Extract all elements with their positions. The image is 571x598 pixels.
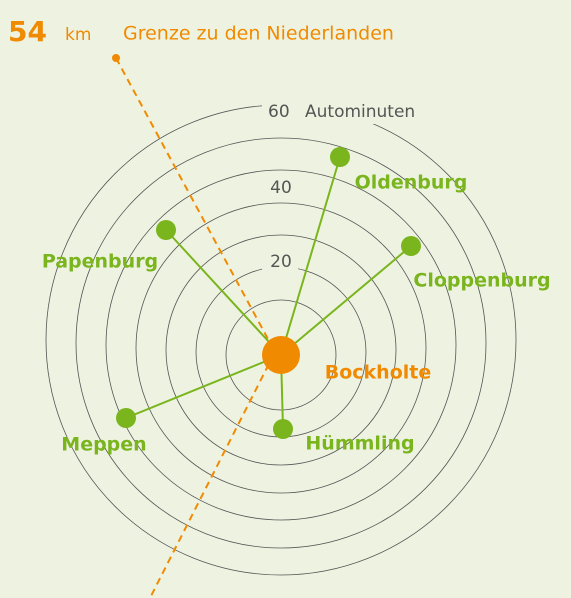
center-dot xyxy=(262,336,300,374)
title: Grenze zu den Niederlanden xyxy=(123,23,394,45)
node-label: Hümmling xyxy=(305,433,414,455)
node-label: Papenburg xyxy=(42,251,158,273)
distance: 54 xyxy=(8,15,47,48)
label-bg xyxy=(262,250,298,274)
node-dot xyxy=(330,147,350,167)
node-dot xyxy=(401,236,421,256)
spoke xyxy=(125,354,282,419)
spoke xyxy=(280,156,341,356)
node-dot xyxy=(273,419,293,439)
ring xyxy=(105,169,457,521)
ring-label: 40 xyxy=(270,178,292,198)
ring xyxy=(75,137,487,549)
node-label: Bockholte xyxy=(325,362,432,384)
ring-unit: Autominuten xyxy=(305,102,415,122)
node-label: Oldenburg xyxy=(355,172,468,194)
node-dot xyxy=(116,408,136,428)
node-dot xyxy=(156,220,176,240)
node-label: Meppen xyxy=(61,434,146,456)
ring-label: 20 xyxy=(270,252,292,272)
border-line xyxy=(115,57,277,598)
label-bg xyxy=(262,176,298,200)
label-bg xyxy=(262,100,442,124)
ring xyxy=(225,299,337,411)
ring xyxy=(135,202,427,494)
ring xyxy=(165,234,397,466)
node-label: Cloppenburg xyxy=(413,270,550,292)
border-dot xyxy=(112,54,120,62)
unit: km xyxy=(65,25,91,45)
spoke xyxy=(280,245,412,356)
spokes xyxy=(116,147,421,439)
spoke xyxy=(165,229,282,356)
ring-label: 60 xyxy=(268,102,290,122)
